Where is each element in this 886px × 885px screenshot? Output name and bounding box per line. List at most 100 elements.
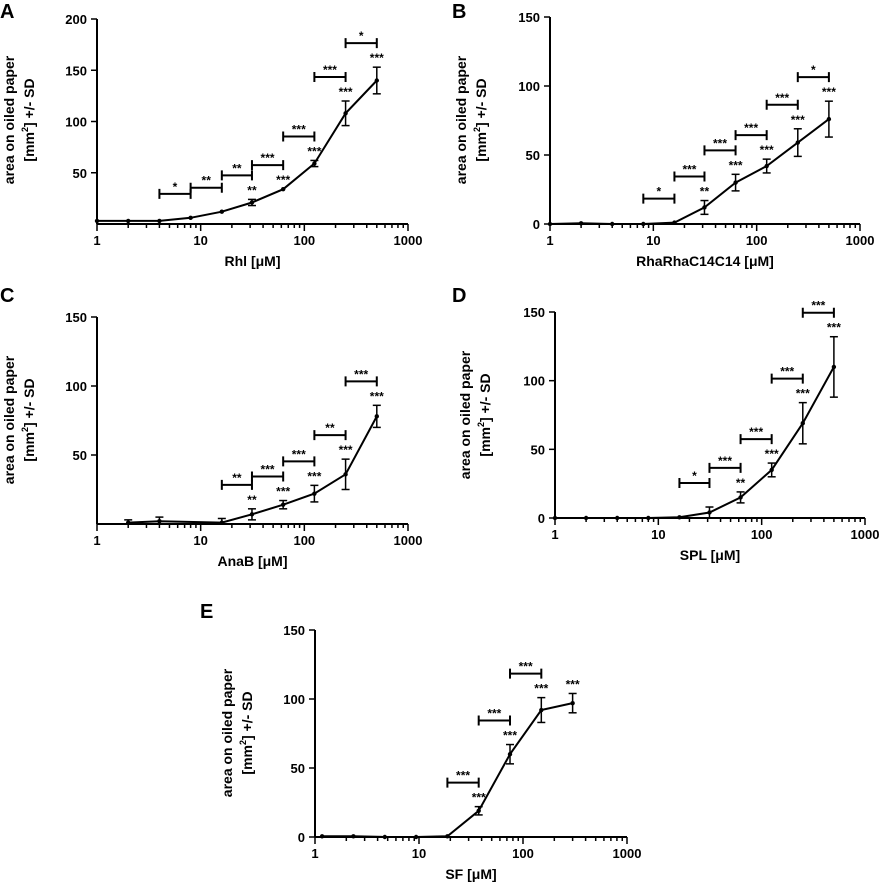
x-axis-title: Rhl [μM]	[225, 253, 281, 269]
comparison-bracket	[796, 72, 830, 83]
x-tick-label-100: 100	[512, 846, 534, 861]
comparison-bracket	[282, 456, 316, 467]
comparison-significance: *	[692, 469, 697, 483]
panel-b: B 0 50 100 150 1 10 100 1000 RhaRhaC14C14 [μM] ar…	[452, 1, 874, 269]
y-tick-label-50: 50	[73, 166, 87, 181]
comparison-significance: ***	[519, 660, 533, 674]
data-point-2	[126, 218, 131, 224]
data-point-1	[552, 515, 558, 521]
comparison-significance: ***	[744, 121, 758, 135]
y-axis-title: area on oiled paper [mm2] +/- SD	[453, 55, 489, 184]
data-point-8	[641, 221, 646, 227]
panel-e: E 0 50 100 150 1 10 100 1000 SF [μM] area on oile…	[200, 601, 641, 882]
point-significance-125: ***	[765, 447, 779, 461]
comparison-significance: ***	[323, 63, 337, 77]
data-point-4	[157, 218, 162, 224]
data-point-18-75	[445, 834, 450, 839]
comparison-significance: ***	[682, 163, 696, 177]
data-point-250	[343, 111, 348, 116]
point-significance-300: ***	[566, 677, 580, 691]
panel-letter-c: C	[0, 285, 14, 307]
data-point-1	[547, 221, 553, 227]
comparison-significance: ***	[261, 151, 275, 165]
data-point-2	[126, 520, 131, 525]
x-tick-label-100: 100	[293, 233, 315, 248]
x-tick-label-100: 100	[746, 233, 768, 248]
comparison-bracket	[770, 373, 804, 384]
point-significance-62-5: **	[736, 476, 746, 490]
y-axis-title-superscript: 2	[472, 127, 482, 132]
comparison-bracket	[801, 307, 835, 318]
x-axis-title: SPL [μM]	[680, 547, 740, 563]
comparison-bracket	[739, 434, 773, 445]
y-axis-title-line2: [mm	[477, 427, 493, 457]
comparison-significance: ***	[749, 425, 763, 439]
data-point-500	[826, 116, 832, 122]
x-tick-label-1000: 1000	[394, 533, 423, 548]
comparison-bracket	[509, 668, 543, 679]
comparison-bracket	[313, 430, 347, 441]
x-tick-label-1000: 1000	[613, 846, 642, 861]
comparison-significance: ***	[292, 122, 306, 136]
comparison-bracket	[734, 130, 768, 141]
comparison-bracket	[477, 715, 512, 726]
y-tick-label-50: 50	[291, 761, 305, 776]
point-significance-150: ***	[534, 682, 548, 696]
comparison-significance: *	[657, 185, 662, 199]
point-significance-250: ***	[796, 387, 810, 401]
comparison-bracket	[250, 471, 285, 482]
comparison-bracket	[250, 160, 285, 171]
data-point-31-25	[702, 205, 707, 210]
y-tick-label-100: 100	[283, 692, 305, 707]
y-tick-label-150: 150	[518, 10, 540, 25]
data-point-62-5	[733, 180, 738, 185]
x-tick-label-10: 10	[193, 233, 207, 248]
data-point-500	[831, 364, 837, 370]
comparison-significance: ***	[261, 463, 275, 477]
y-axis-title: area on oiled paper [mm2] +/- SD	[1, 355, 37, 484]
comparison-bracket	[189, 182, 223, 193]
comparison-significance: *	[811, 63, 816, 77]
point-significance-125: ***	[760, 143, 774, 157]
panel-c: C 50 100 150 1 10 100 1000 AnaB [μM] area on oil…	[0, 285, 422, 569]
point-significance-500: ***	[370, 51, 384, 65]
y-tick-label-200: 200	[65, 12, 87, 27]
comparison-bracket	[642, 193, 676, 204]
y-tick-label-100: 100	[518, 79, 540, 94]
point-significance-37-5: ***	[472, 791, 486, 805]
data-point-500	[374, 78, 379, 83]
y-tick-label-150: 150	[523, 305, 545, 320]
point-significance-250: ***	[339, 443, 353, 457]
data-point-16	[677, 515, 682, 520]
y-tick-label-100: 100	[65, 379, 87, 394]
data-point-2	[583, 515, 589, 521]
point-significance-62-5: ***	[276, 173, 290, 187]
point-significance-500: ***	[370, 389, 384, 403]
series-line	[555, 366, 835, 519]
data-point-1	[94, 218, 100, 224]
data-point-16	[672, 220, 677, 225]
data-point-16	[219, 209, 225, 214]
comparison-significance: **	[232, 161, 242, 175]
data-point-250	[800, 421, 805, 426]
data-point-250	[343, 472, 348, 477]
data-point-150	[539, 707, 544, 713]
data-point-31-25	[707, 510, 712, 515]
panel-a: A 50 100 150 200 1 10 100 1000 Rhl [μM] area on o…	[0, 1, 422, 269]
x-tick-label-1: 1	[93, 533, 100, 548]
data-point-1-17	[319, 834, 325, 839]
comparison-significance: **	[232, 471, 242, 485]
comparison-bracket	[708, 462, 742, 473]
y-tick-label-150: 150	[283, 623, 305, 638]
comparison-bracket	[344, 376, 378, 387]
data-point-300	[570, 700, 575, 706]
data-point-500	[374, 414, 379, 419]
data-point-75	[507, 752, 513, 757]
comparison-significance: ***	[780, 365, 794, 379]
point-significance-250: ***	[791, 113, 805, 127]
point-significance-62-5: ***	[276, 485, 290, 499]
data-point-62-5	[738, 495, 743, 500]
y-tick-label-50: 50	[73, 448, 87, 463]
y-axis-title-line1: area on oiled paper	[1, 55, 17, 184]
y-tick-label-100: 100	[523, 374, 545, 389]
